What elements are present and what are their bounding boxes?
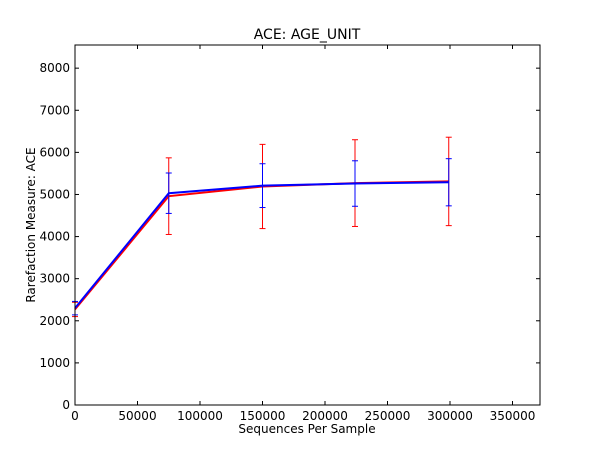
y-tick-label: 7000 xyxy=(39,103,70,117)
x-axis-label: Sequences Per Sample xyxy=(238,422,375,436)
y-tick-label: 4000 xyxy=(39,230,70,244)
x-tick-label: 350000 xyxy=(490,409,536,423)
x-tick-label: 300000 xyxy=(427,409,473,423)
chart-title: ACE: AGE_UNIT xyxy=(254,27,361,43)
x-tick-label: 150000 xyxy=(240,409,286,423)
y-tick-label: 0 xyxy=(62,398,70,412)
series-line xyxy=(74,181,449,309)
y-tick-label: 2000 xyxy=(39,314,70,328)
series-line xyxy=(74,180,449,311)
series-2 xyxy=(72,158,452,316)
y-tick-label: 6000 xyxy=(39,145,70,159)
y-axis-label: Rarefaction Measure: ACE xyxy=(24,147,38,302)
y-tick-label: 5000 xyxy=(39,187,70,201)
plot-frame xyxy=(74,44,541,406)
y-tick-label: 1000 xyxy=(39,356,70,370)
y-tick-label: 3000 xyxy=(39,272,70,286)
x-tick-label: 0 xyxy=(71,409,79,423)
x-tick-label: 250000 xyxy=(365,409,411,423)
y-tick-label: 8000 xyxy=(39,61,70,75)
x-tick-label: 50000 xyxy=(118,409,156,423)
x-tick-label: 100000 xyxy=(177,409,223,423)
x-tick-label: 200000 xyxy=(302,409,348,423)
